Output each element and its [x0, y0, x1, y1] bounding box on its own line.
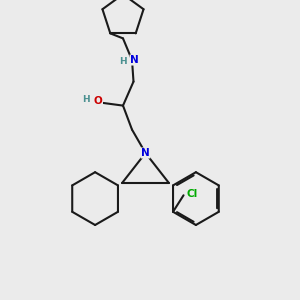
Text: H: H [82, 94, 90, 103]
Text: N: N [130, 55, 139, 65]
Text: N: N [141, 148, 150, 158]
Text: Cl: Cl [186, 189, 198, 199]
Text: O: O [94, 95, 103, 106]
Text: H: H [119, 57, 127, 66]
